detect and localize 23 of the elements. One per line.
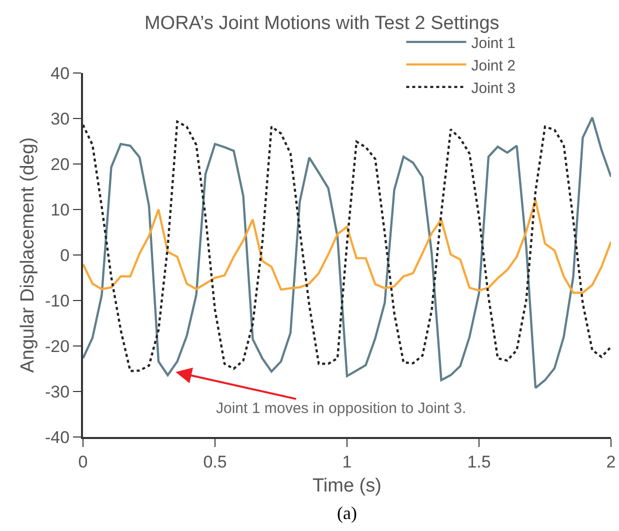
y-axis-title: Angular Displacement (deg) xyxy=(17,137,38,373)
legend-label: Joint 1 xyxy=(471,34,516,52)
text: (a) xyxy=(337,503,357,523)
x-tick-label: 0.5 xyxy=(203,452,227,472)
x-tick-label: 1 xyxy=(342,452,352,472)
legend-label: Joint 2 xyxy=(471,57,516,74)
y-tick-label: -10 xyxy=(45,291,70,310)
x-tick-label: 0 xyxy=(78,452,88,472)
x-tick-label: 2 xyxy=(606,452,616,472)
y-tick-label: 20 xyxy=(50,154,70,174)
legend-label: Joint 3 xyxy=(471,80,516,97)
chart-title: MORA’s Joint Motions with Test 2 Settings xyxy=(144,13,500,34)
x-tick-label: 1.5 xyxy=(467,452,491,472)
y-tick-label: 30 xyxy=(50,109,70,128)
annotation: Joint 1 moves in opposition to Joint 3. xyxy=(216,400,466,417)
y-tick-label: -30 xyxy=(45,382,70,402)
line-series xyxy=(83,198,611,294)
y-tick-label: 0 xyxy=(60,246,70,265)
y-tick-label: -40 xyxy=(45,428,70,447)
x-axis-title: Time (s) xyxy=(312,476,382,497)
y-tick-label: -20 xyxy=(45,336,70,356)
y-tick-label: 10 xyxy=(50,200,70,220)
y-tick-label: 40 xyxy=(50,64,70,83)
